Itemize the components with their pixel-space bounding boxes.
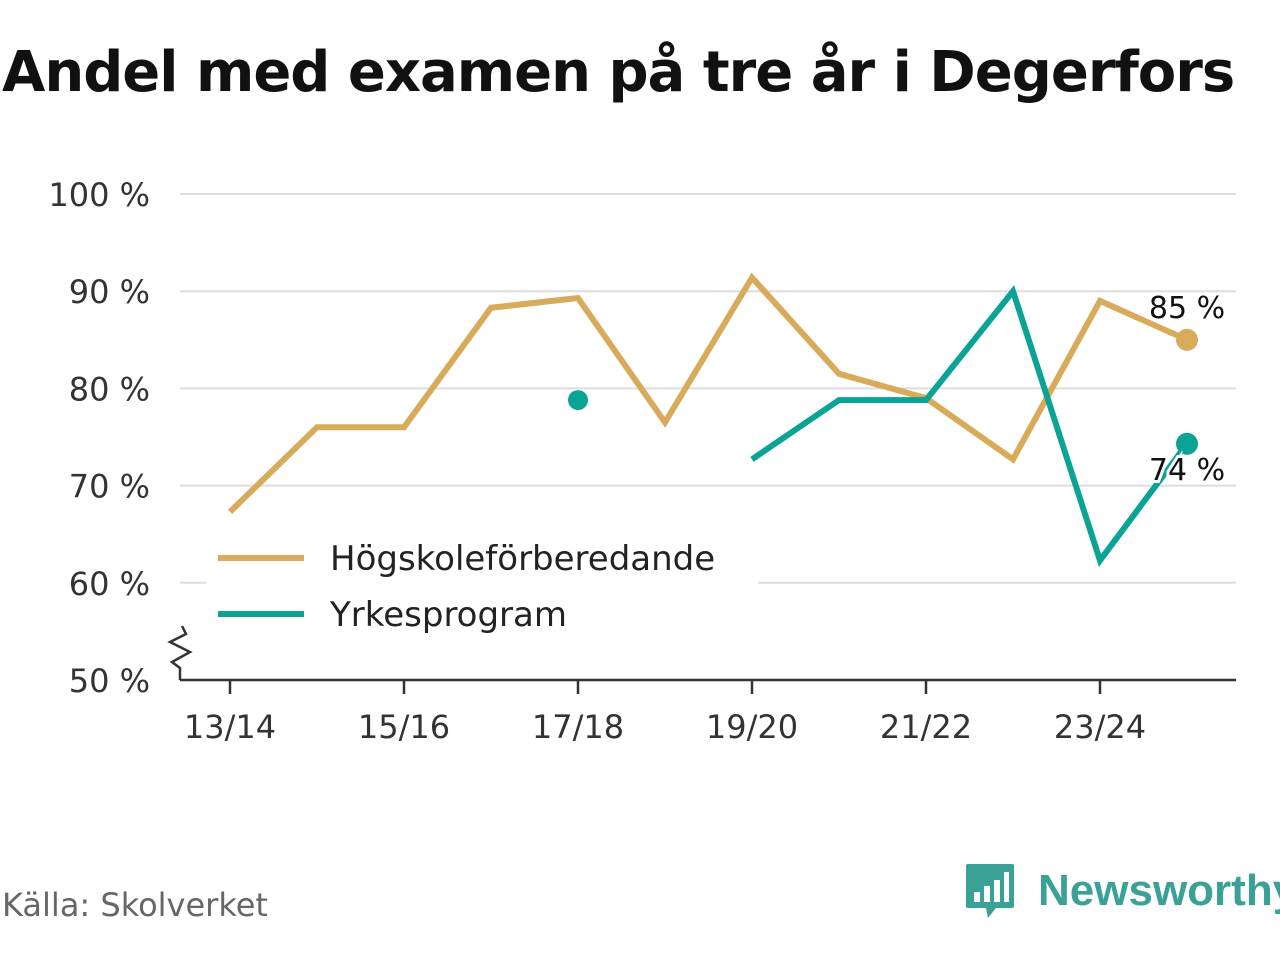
y-tick-label: 70 % [69, 468, 150, 506]
x-tick-label: 23/24 [1054, 708, 1146, 746]
y-tick-label: 80 % [69, 370, 150, 408]
newsworthy-logo-icon [966, 864, 1014, 918]
source-note: Källa: Skolverket [2, 886, 268, 924]
end-labels: 85 % 74 % [1146, 288, 1228, 491]
y-tick-label: 90 % [69, 273, 150, 311]
y-tick-label: 100 % [48, 176, 150, 214]
axis-break-icon [167, 625, 193, 680]
data-point [568, 390, 588, 411]
x-axis-tick-labels: 13/14 15/16 17/18 19/20 21/22 23/24 [184, 680, 1146, 746]
series-line [227, 272, 1189, 514]
end-point [1176, 432, 1198, 455]
x-tick-label: 21/22 [880, 708, 972, 746]
legend-label: Högskoleförberedande [330, 539, 715, 579]
y-tick-label: 50 % [69, 662, 150, 700]
x-tick-label: 17/18 [532, 708, 624, 746]
y-tick-label: 60 % [69, 565, 150, 603]
end-value-label: 85 % [1149, 291, 1225, 326]
x-tick-label: 15/16 [358, 708, 450, 746]
x-tick-label: 19/20 [706, 708, 798, 746]
legend-label: Yrkesprogram [329, 595, 567, 635]
brand-name: Newsworthy [1038, 866, 1280, 915]
gridlines [180, 193, 1236, 584]
series-lines [227, 272, 1198, 567]
end-point [1176, 328, 1198, 351]
legend: Högskoleförberedande Yrkesprogram [206, 532, 758, 635]
x-tick-label: 13/14 [184, 708, 276, 746]
series-line [750, 284, 1190, 567]
x-axis [167, 625, 1236, 682]
chart-title: Andel med examen på tre år i Degerfors [2, 40, 1235, 105]
end-value-label: 74 % [1149, 453, 1225, 488]
y-axis-tick-labels: 50 % 60 % 70 % 80 % 90 % 100 % [48, 176, 150, 700]
brand-logo: Newsworthy [964, 862, 1280, 920]
